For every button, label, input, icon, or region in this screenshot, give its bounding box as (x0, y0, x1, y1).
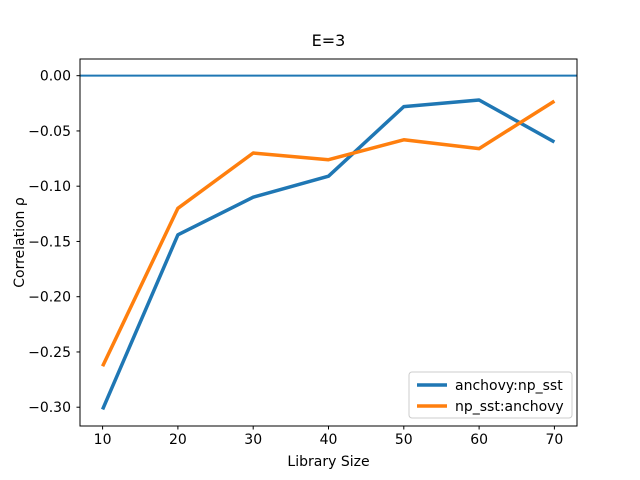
x-axis-tick-label: 30 (244, 432, 262, 448)
series-line-anchovy-np-sst (100, 98, 556, 411)
y-axis-label: Correlation ρ (12, 197, 28, 288)
x-axis-tick-label: 20 (169, 432, 187, 448)
legend-label: np_sst:anchovy (455, 399, 564, 415)
x-axis-label: Library Size (287, 454, 369, 470)
y-axis-tick-label: −0.30 (28, 400, 71, 416)
y-axis-tick-label: 0.00 (40, 69, 71, 85)
series-line-np-sst-anchovy (101, 99, 556, 368)
y-axis-tick-label: −0.20 (28, 290, 71, 306)
x-axis-tick-label: 40 (320, 432, 338, 448)
x-axis-tick-label: 10 (94, 432, 112, 448)
x-axis-tick-label: 60 (470, 432, 488, 448)
chart-title: E=3 (312, 31, 346, 50)
y-axis-tick-label: −0.25 (28, 345, 71, 361)
y-axis-tick-label: −0.15 (28, 234, 71, 250)
legend-box (408, 371, 573, 419)
legend: anchovy:np_sst np_sst:anchovy (408, 371, 573, 419)
x-axis-tick-label: 50 (395, 432, 413, 448)
y-axis-tick-label: −0.10 (28, 179, 71, 195)
x-axis-tick-label: 70 (545, 432, 563, 448)
legend-label: anchovy:np_sst (455, 378, 563, 394)
y-axis-tick-label: −0.05 (28, 124, 71, 140)
